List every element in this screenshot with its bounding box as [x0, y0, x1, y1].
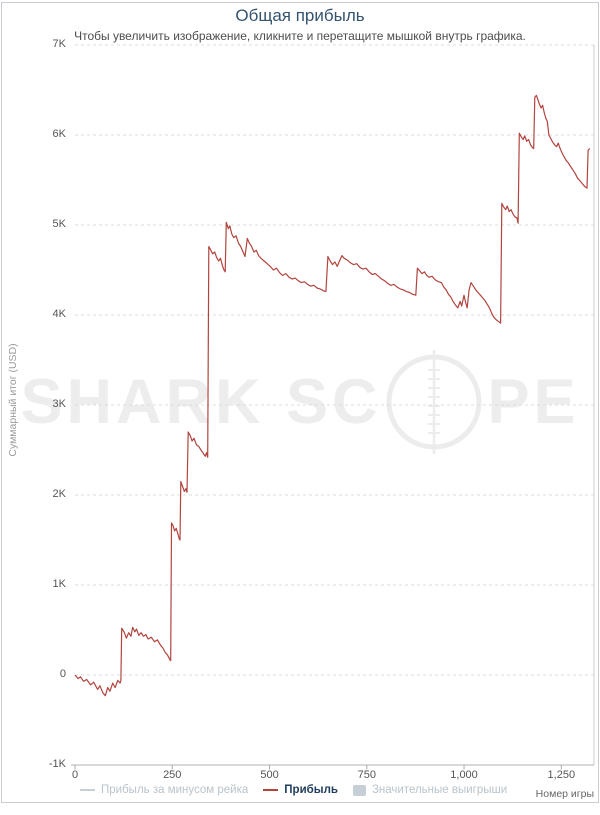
y-tick-label: 1K: [52, 578, 66, 590]
x-axis-title: Номер игры: [535, 788, 594, 800]
x-tick-label: 250: [163, 769, 182, 781]
sharkscope-watermark: SHARK SC PE: [0, 342, 600, 462]
x-tick-label: 1,000: [450, 769, 478, 781]
profit-line: [74, 94, 591, 697]
page-title: Общая прибыль: [235, 6, 365, 25]
watermark-text-left: SHARK SC: [20, 366, 382, 437]
legend-label: Значительные выигрыши: [371, 784, 508, 796]
scope-reticle-icon: [386, 350, 482, 454]
y-tick-label: 4K: [52, 308, 66, 320]
legend-label: Прибыль: [284, 784, 338, 796]
legend-line-swatch-icon: [80, 789, 95, 791]
y-tick-label: 3K: [52, 398, 66, 410]
legend-item[interactable]: Прибыль за минусом рейка: [80, 784, 248, 796]
y-tick-label: -1K: [48, 758, 66, 770]
y-tick-label: 0: [59, 668, 66, 680]
legend-box-swatch-icon: [352, 784, 366, 796]
x-tick-label: 750: [357, 769, 376, 781]
y-tick-label: 6K: [52, 128, 66, 140]
y-tick-label: 7K: [52, 38, 66, 50]
chart-hint-text: Чтобы увеличить изображение, кликните и …: [74, 29, 526, 43]
legend-item[interactable]: Прибыль: [263, 784, 338, 796]
chart-legend: Прибыль за минусом рейка Прибыль Значитель…: [80, 784, 515, 796]
legend-line-swatch-icon: [263, 789, 279, 791]
legend-label: Прибыль за минусом рейка: [101, 784, 249, 796]
legend-item[interactable]: Значительные выигрыши: [352, 784, 508, 796]
x-tick-label: 500: [260, 769, 279, 781]
x-tick-label: 0: [71, 769, 79, 781]
chart-plot-area[interactable]: [75, 45, 594, 765]
watermark-text-right: PE: [487, 366, 580, 437]
y-tick-label: 2K: [52, 488, 66, 500]
y-tick-label: 5K: [52, 218, 66, 230]
x-tick-label: 1,250: [547, 769, 576, 781]
